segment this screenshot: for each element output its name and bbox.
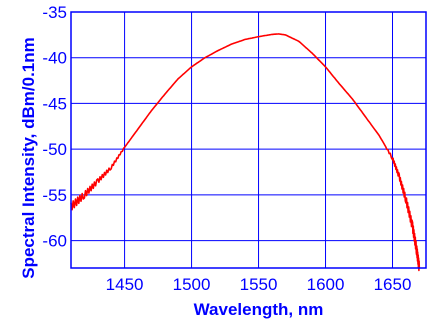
y-tick-label: -50 (42, 140, 67, 159)
x-tick-label: 1550 (240, 275, 278, 294)
series-layer (70, 33, 421, 272)
x-axis-label: Wavelength, nm (194, 300, 324, 319)
y-axis-label: Spectral Intensity, dBm/0.1nm (19, 37, 38, 279)
x-tick-label: 1450 (106, 275, 144, 294)
x-tick-label: 1500 (173, 275, 211, 294)
y-tick-label: -60 (42, 232, 67, 251)
y-tick-labels: -35 -40 -45 -50 -55 -60 (42, 3, 67, 251)
y-tick-label: -45 (42, 94, 67, 113)
y-tick-label: -35 (42, 3, 67, 22)
y-tick-label: -55 (42, 186, 67, 205)
plot-frame (70, 11, 427, 269)
x-tick-labels: 1450 1500 1550 1600 1650 (106, 275, 412, 294)
x-tick-label: 1600 (307, 275, 345, 294)
grid (71, 11, 426, 268)
y-tick-label: -40 (42, 49, 67, 68)
series-line (70, 33, 421, 272)
x-tick-label: 1650 (374, 275, 412, 294)
